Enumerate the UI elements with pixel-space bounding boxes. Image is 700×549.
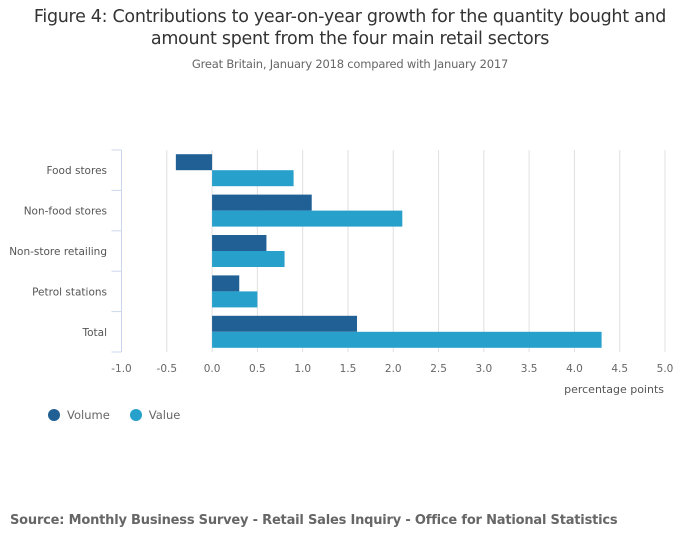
- bar-volume-petrol-stations[interactable]: [212, 275, 240, 292]
- legend: Volume Value: [48, 408, 200, 422]
- x-tick-label: -1.0: [111, 363, 132, 375]
- x-tick-label: 0.5: [249, 363, 266, 375]
- legend-label-volume: Volume: [67, 408, 110, 422]
- x-tick-label: 1.0: [294, 363, 311, 375]
- legend-item-value[interactable]: Value: [129, 408, 181, 422]
- legend-item-volume[interactable]: Volume: [48, 408, 110, 422]
- source-note: Source: Monthly Business Survey - Retail…: [10, 513, 618, 528]
- x-axis-title: percentage points: [564, 383, 664, 396]
- gridlines: [166, 150, 666, 352]
- x-tick-label: 0.0: [204, 363, 221, 375]
- legend-label-value: Value: [148, 408, 181, 422]
- legend-marker-volume: [48, 409, 60, 421]
- x-tick-label: 5.0: [657, 363, 674, 375]
- bars: [175, 154, 602, 348]
- category-label: Non-food stores: [24, 206, 107, 218]
- x-tick-label: 1.5: [340, 363, 357, 375]
- x-tick-label: 2.0: [385, 363, 402, 375]
- category-label: Petrol stations: [32, 286, 107, 298]
- x-tick-label: 4.0: [566, 363, 583, 375]
- x-tick-label: 2.5: [430, 363, 447, 375]
- legend-marker-value: [129, 409, 142, 421]
- x-tick-label: 4.5: [611, 363, 628, 375]
- x-tick-label: 3.0: [475, 363, 492, 375]
- bar-volume-total[interactable]: [212, 315, 358, 332]
- bar-value-non-store-retailing[interactable]: [212, 251, 285, 267]
- bar-value-non-food-stores[interactable]: [212, 210, 403, 227]
- chart-subtitle: Great Britain, January 2018 compared wit…: [191, 57, 509, 71]
- chart-title-line-2: amount spent from the four main retail s…: [150, 29, 550, 49]
- bar-value-food-stores[interactable]: [212, 170, 294, 187]
- bar-value-total[interactable]: [212, 331, 602, 348]
- x-tick-label: -0.5: [157, 363, 178, 375]
- bar-volume-non-food-stores[interactable]: [212, 194, 312, 211]
- category-label: Total: [81, 327, 107, 339]
- chart-title-line-1: Figure 4: Contributions to year-on-year …: [33, 7, 667, 27]
- chart-title: Figure 4: Contributions to year-on-year …: [0, 6, 700, 50]
- bar-volume-non-store-retailing[interactable]: [212, 235, 267, 251]
- category-label: Non-store retailing: [9, 246, 107, 258]
- bar-volume-food-stores[interactable]: [175, 154, 213, 171]
- category-label: Food stores: [46, 165, 107, 177]
- x-axis: -1.0 -0.5 0.0 0.5 1.0 1.5 2.0 2.5 3.0 3.5 4.0 4.5 5.…: [111, 363, 673, 375]
- y-axis: Food stores Non-food stores Non-store reta…: [9, 149, 122, 353]
- x-tick-label: 3.5: [521, 363, 538, 375]
- bar-value-petrol-stations[interactable]: [212, 291, 258, 308]
